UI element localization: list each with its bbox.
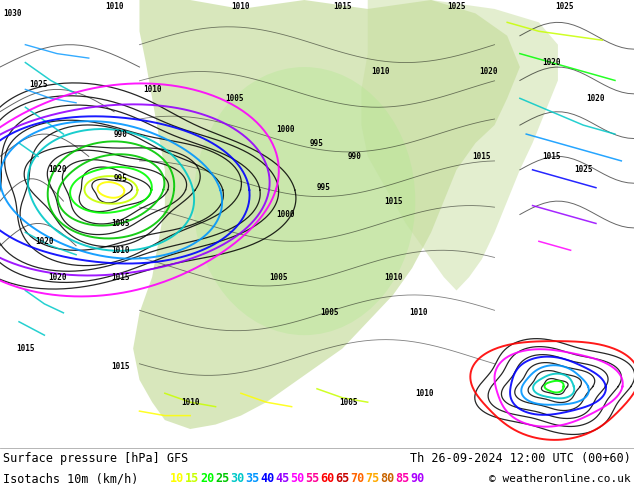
Text: 55: 55 <box>305 472 320 486</box>
Text: 995: 995 <box>310 139 324 147</box>
Text: 15: 15 <box>185 472 199 486</box>
Text: 10: 10 <box>170 472 184 486</box>
Text: 1010: 1010 <box>415 389 434 398</box>
Text: 1010: 1010 <box>384 272 403 282</box>
Text: 1020: 1020 <box>35 237 54 246</box>
Text: 1015: 1015 <box>333 2 352 11</box>
Text: 1005: 1005 <box>339 398 358 407</box>
Text: Isotachs 10m (km/h): Isotachs 10m (km/h) <box>3 472 138 486</box>
Text: 1025: 1025 <box>447 2 466 11</box>
Text: 1020: 1020 <box>542 58 561 67</box>
Text: 30: 30 <box>230 472 244 486</box>
Text: 35: 35 <box>245 472 259 486</box>
Text: 1010: 1010 <box>371 67 390 76</box>
Text: 995: 995 <box>113 174 127 183</box>
Text: 20: 20 <box>200 472 214 486</box>
Text: 1015: 1015 <box>472 152 491 161</box>
Text: 1005: 1005 <box>320 308 339 318</box>
Text: 85: 85 <box>395 472 410 486</box>
Text: Surface pressure [hPa] GFS: Surface pressure [hPa] GFS <box>3 452 188 466</box>
Text: 25: 25 <box>215 472 230 486</box>
Text: 1025: 1025 <box>29 80 48 89</box>
Text: 65: 65 <box>335 472 349 486</box>
Text: © weatheronline.co.uk: © weatheronline.co.uk <box>489 474 631 484</box>
Text: 1005: 1005 <box>111 219 130 228</box>
Text: 70: 70 <box>350 472 365 486</box>
Text: 1015: 1015 <box>16 344 35 353</box>
Text: 90: 90 <box>410 472 424 486</box>
Text: 40: 40 <box>260 472 275 486</box>
Text: 1010: 1010 <box>143 85 162 94</box>
Text: 1015: 1015 <box>111 272 130 282</box>
Text: 990: 990 <box>113 129 127 139</box>
Text: 60: 60 <box>320 472 334 486</box>
Text: 1020: 1020 <box>586 94 605 103</box>
Text: 990: 990 <box>348 152 362 161</box>
Text: 1010: 1010 <box>111 246 130 255</box>
Text: 1020: 1020 <box>479 67 498 76</box>
Text: 1000: 1000 <box>276 210 295 219</box>
Text: 1010: 1010 <box>105 2 124 11</box>
Text: 1020: 1020 <box>48 272 67 282</box>
Text: 80: 80 <box>380 472 394 486</box>
Text: 1015: 1015 <box>111 362 130 371</box>
Text: 1010: 1010 <box>409 308 428 318</box>
Text: 1000: 1000 <box>276 125 295 134</box>
Text: Th 26-09-2024 12:00 UTC (00+60): Th 26-09-2024 12:00 UTC (00+60) <box>410 452 631 466</box>
Polygon shape <box>361 0 558 291</box>
Text: 1005: 1005 <box>225 94 244 103</box>
Text: 45: 45 <box>275 472 289 486</box>
Polygon shape <box>133 0 520 429</box>
Text: 1025: 1025 <box>555 2 574 11</box>
Ellipse shape <box>193 67 415 335</box>
Text: 1020: 1020 <box>48 165 67 174</box>
Text: 1015: 1015 <box>542 152 561 161</box>
Text: 1030: 1030 <box>3 9 22 18</box>
Text: 1010: 1010 <box>231 2 250 11</box>
Text: 1025: 1025 <box>574 165 593 174</box>
Text: 75: 75 <box>365 472 379 486</box>
Text: 1005: 1005 <box>269 272 288 282</box>
Text: 50: 50 <box>290 472 304 486</box>
Text: 1015: 1015 <box>384 196 403 206</box>
Text: 1010: 1010 <box>181 398 200 407</box>
Text: 995: 995 <box>316 183 330 192</box>
